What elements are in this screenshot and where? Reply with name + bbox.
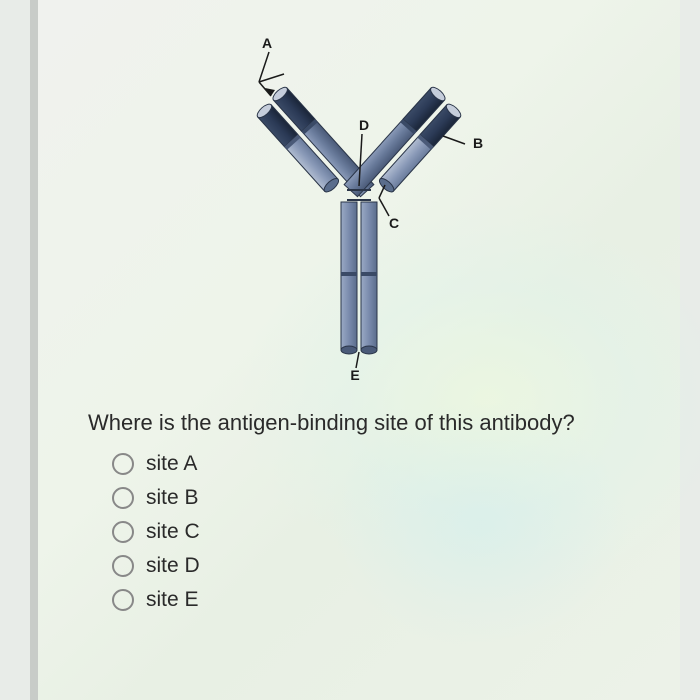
label-b: B bbox=[473, 135, 483, 151]
option-c[interactable]: site C bbox=[88, 520, 650, 544]
option-label: site E bbox=[146, 588, 199, 612]
label-b-pointer bbox=[443, 136, 465, 144]
label-e: E bbox=[350, 367, 359, 383]
option-b[interactable]: site B bbox=[88, 486, 650, 510]
option-a[interactable]: site A bbox=[88, 452, 650, 476]
label-c: C bbox=[389, 215, 399, 231]
label-a: A bbox=[262, 35, 272, 51]
radio-icon bbox=[112, 453, 134, 475]
radio-icon bbox=[112, 521, 134, 543]
option-e[interactable]: site E bbox=[88, 588, 650, 612]
label-e-pointer bbox=[356, 352, 359, 368]
question-text: Where is the antigen-binding site of thi… bbox=[88, 410, 650, 436]
page-container: A B C D E Where is the anti bbox=[30, 0, 680, 700]
option-d[interactable]: site D bbox=[88, 554, 650, 578]
option-label: site C bbox=[146, 520, 200, 544]
antibody-diagram: A B C D E bbox=[68, 20, 650, 390]
option-label: site D bbox=[146, 554, 200, 578]
option-label: site A bbox=[146, 452, 197, 476]
radio-icon bbox=[112, 487, 134, 509]
antibody-svg: A B C D E bbox=[189, 30, 529, 390]
radio-icon bbox=[112, 555, 134, 577]
radio-icon bbox=[112, 589, 134, 611]
question-section: Where is the antigen-binding site of thi… bbox=[68, 410, 650, 612]
label-d: D bbox=[359, 117, 369, 133]
option-label: site B bbox=[146, 486, 199, 510]
